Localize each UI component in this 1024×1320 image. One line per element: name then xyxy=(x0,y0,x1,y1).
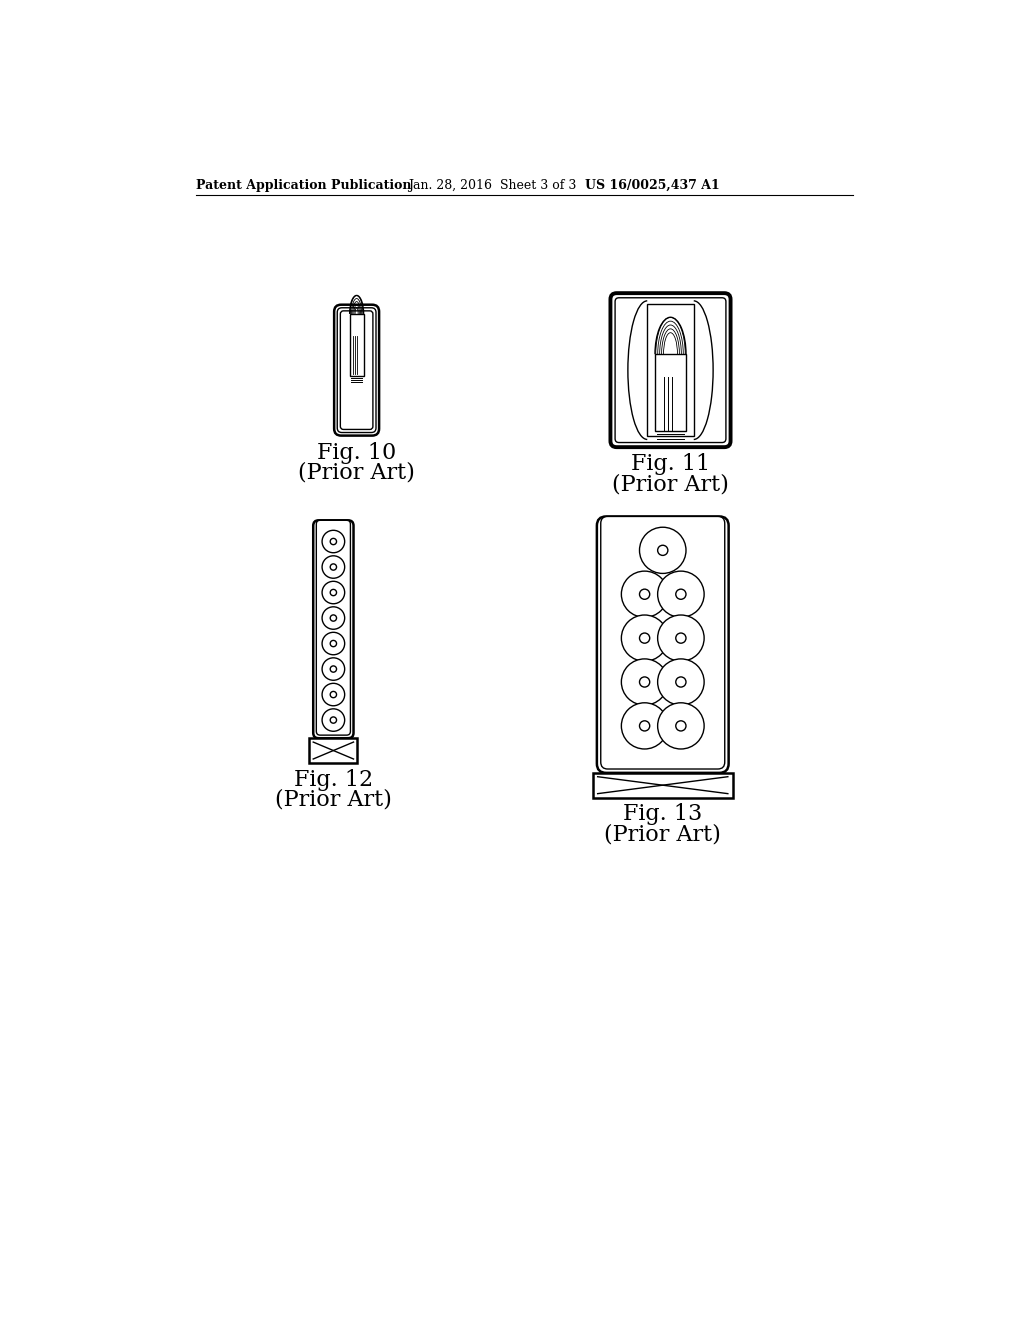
Circle shape xyxy=(330,665,337,672)
Text: (Prior Art): (Prior Art) xyxy=(604,824,721,846)
FancyBboxPatch shape xyxy=(316,520,350,735)
Circle shape xyxy=(657,615,705,661)
Circle shape xyxy=(640,589,650,599)
Circle shape xyxy=(330,590,337,595)
Bar xyxy=(655,354,686,432)
Text: Patent Application Publication: Patent Application Publication xyxy=(197,178,412,191)
Circle shape xyxy=(640,677,650,688)
Circle shape xyxy=(676,677,686,688)
Text: Fig. 13: Fig. 13 xyxy=(624,804,702,825)
Circle shape xyxy=(330,692,337,698)
Circle shape xyxy=(676,721,686,731)
FancyBboxPatch shape xyxy=(340,312,373,429)
FancyBboxPatch shape xyxy=(615,298,726,442)
Circle shape xyxy=(657,545,668,556)
Bar xyxy=(309,738,357,763)
Circle shape xyxy=(622,572,668,618)
Circle shape xyxy=(330,564,337,570)
FancyBboxPatch shape xyxy=(601,516,725,770)
Circle shape xyxy=(330,717,337,723)
Circle shape xyxy=(676,634,686,643)
Circle shape xyxy=(323,684,345,706)
Circle shape xyxy=(330,539,337,545)
FancyBboxPatch shape xyxy=(334,305,379,436)
Circle shape xyxy=(323,709,345,731)
Text: Fig. 12: Fig. 12 xyxy=(294,768,373,791)
Circle shape xyxy=(323,581,345,603)
Text: US 16/0025,437 A1: US 16/0025,437 A1 xyxy=(586,178,720,191)
Circle shape xyxy=(330,640,337,647)
Text: (Prior Art): (Prior Art) xyxy=(612,473,729,495)
Circle shape xyxy=(622,659,668,705)
Circle shape xyxy=(330,615,337,622)
Circle shape xyxy=(657,702,705,748)
Circle shape xyxy=(323,607,345,630)
Bar xyxy=(593,774,732,797)
Circle shape xyxy=(622,615,668,661)
Circle shape xyxy=(640,721,650,731)
Circle shape xyxy=(622,702,668,748)
FancyBboxPatch shape xyxy=(597,516,729,774)
FancyBboxPatch shape xyxy=(610,293,730,447)
Circle shape xyxy=(323,657,345,680)
FancyBboxPatch shape xyxy=(313,520,353,738)
Circle shape xyxy=(657,572,705,618)
Circle shape xyxy=(657,659,705,705)
Text: Jan. 28, 2016  Sheet 3 of 3: Jan. 28, 2016 Sheet 3 of 3 xyxy=(409,178,577,191)
Text: (Prior Art): (Prior Art) xyxy=(298,462,415,483)
Text: Fig. 11: Fig. 11 xyxy=(631,453,710,475)
Text: Fig. 10: Fig. 10 xyxy=(317,442,396,463)
Circle shape xyxy=(640,527,686,573)
Circle shape xyxy=(323,531,345,553)
Circle shape xyxy=(323,632,345,655)
Circle shape xyxy=(676,589,686,599)
Bar xyxy=(647,304,693,437)
Text: (Prior Art): (Prior Art) xyxy=(274,789,392,810)
FancyBboxPatch shape xyxy=(337,308,376,433)
Bar xyxy=(349,314,364,376)
Circle shape xyxy=(323,556,345,578)
Circle shape xyxy=(640,634,650,643)
